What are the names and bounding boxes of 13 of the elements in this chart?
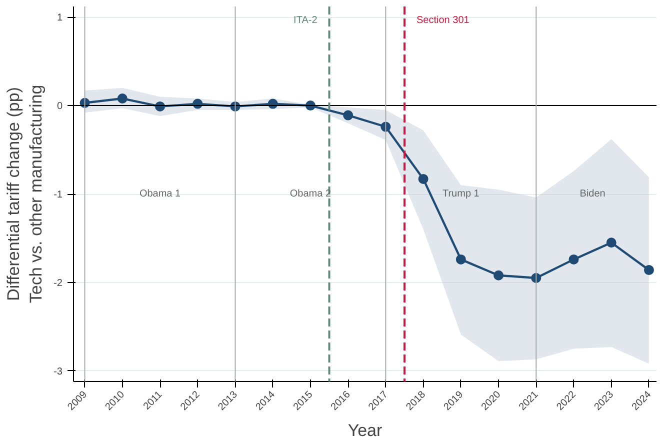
annotation: Obama 2 bbox=[290, 188, 332, 200]
ref-line-label: Section 301 bbox=[416, 15, 470, 26]
y-tick-label: 0 bbox=[56, 101, 63, 112]
x-axis-title: Year bbox=[348, 421, 383, 440]
y-tick-label: -2 bbox=[54, 278, 63, 289]
y-tick-label: -3 bbox=[54, 366, 63, 378]
y-axis-title: Differential tariff change (pp) Tech vs. other manufacturing bbox=[4, 84, 46, 304]
annotation: Trump 1 bbox=[442, 188, 480, 200]
ref-line-label: ITA-2 bbox=[294, 15, 318, 26]
annotation: Obama 1 bbox=[139, 188, 182, 200]
annotation: Biden bbox=[580, 188, 606, 200]
y-tick-label: 1 bbox=[56, 12, 63, 24]
y-tick-label: -1 bbox=[54, 190, 63, 200]
